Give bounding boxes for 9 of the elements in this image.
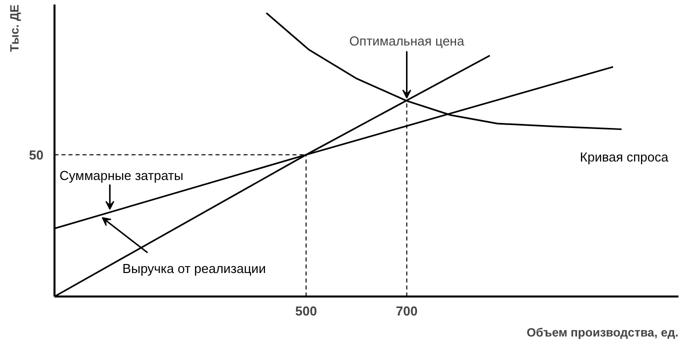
series-label: Суммарные затраты	[60, 168, 184, 184]
annotation: 50	[29, 147, 44, 162]
x-axis-title: Объем производства, ед.	[526, 326, 679, 340]
x-tick-label: 700	[396, 304, 418, 318]
annotation: Оптимальная цена	[349, 33, 465, 48]
y-axis-title: Тыс. ДЕ	[8, 4, 22, 52]
x-tick-label: 500	[295, 304, 317, 318]
series-label: Кривая спроса	[580, 149, 670, 164]
series-label: Выручка от реализации	[122, 261, 266, 276]
